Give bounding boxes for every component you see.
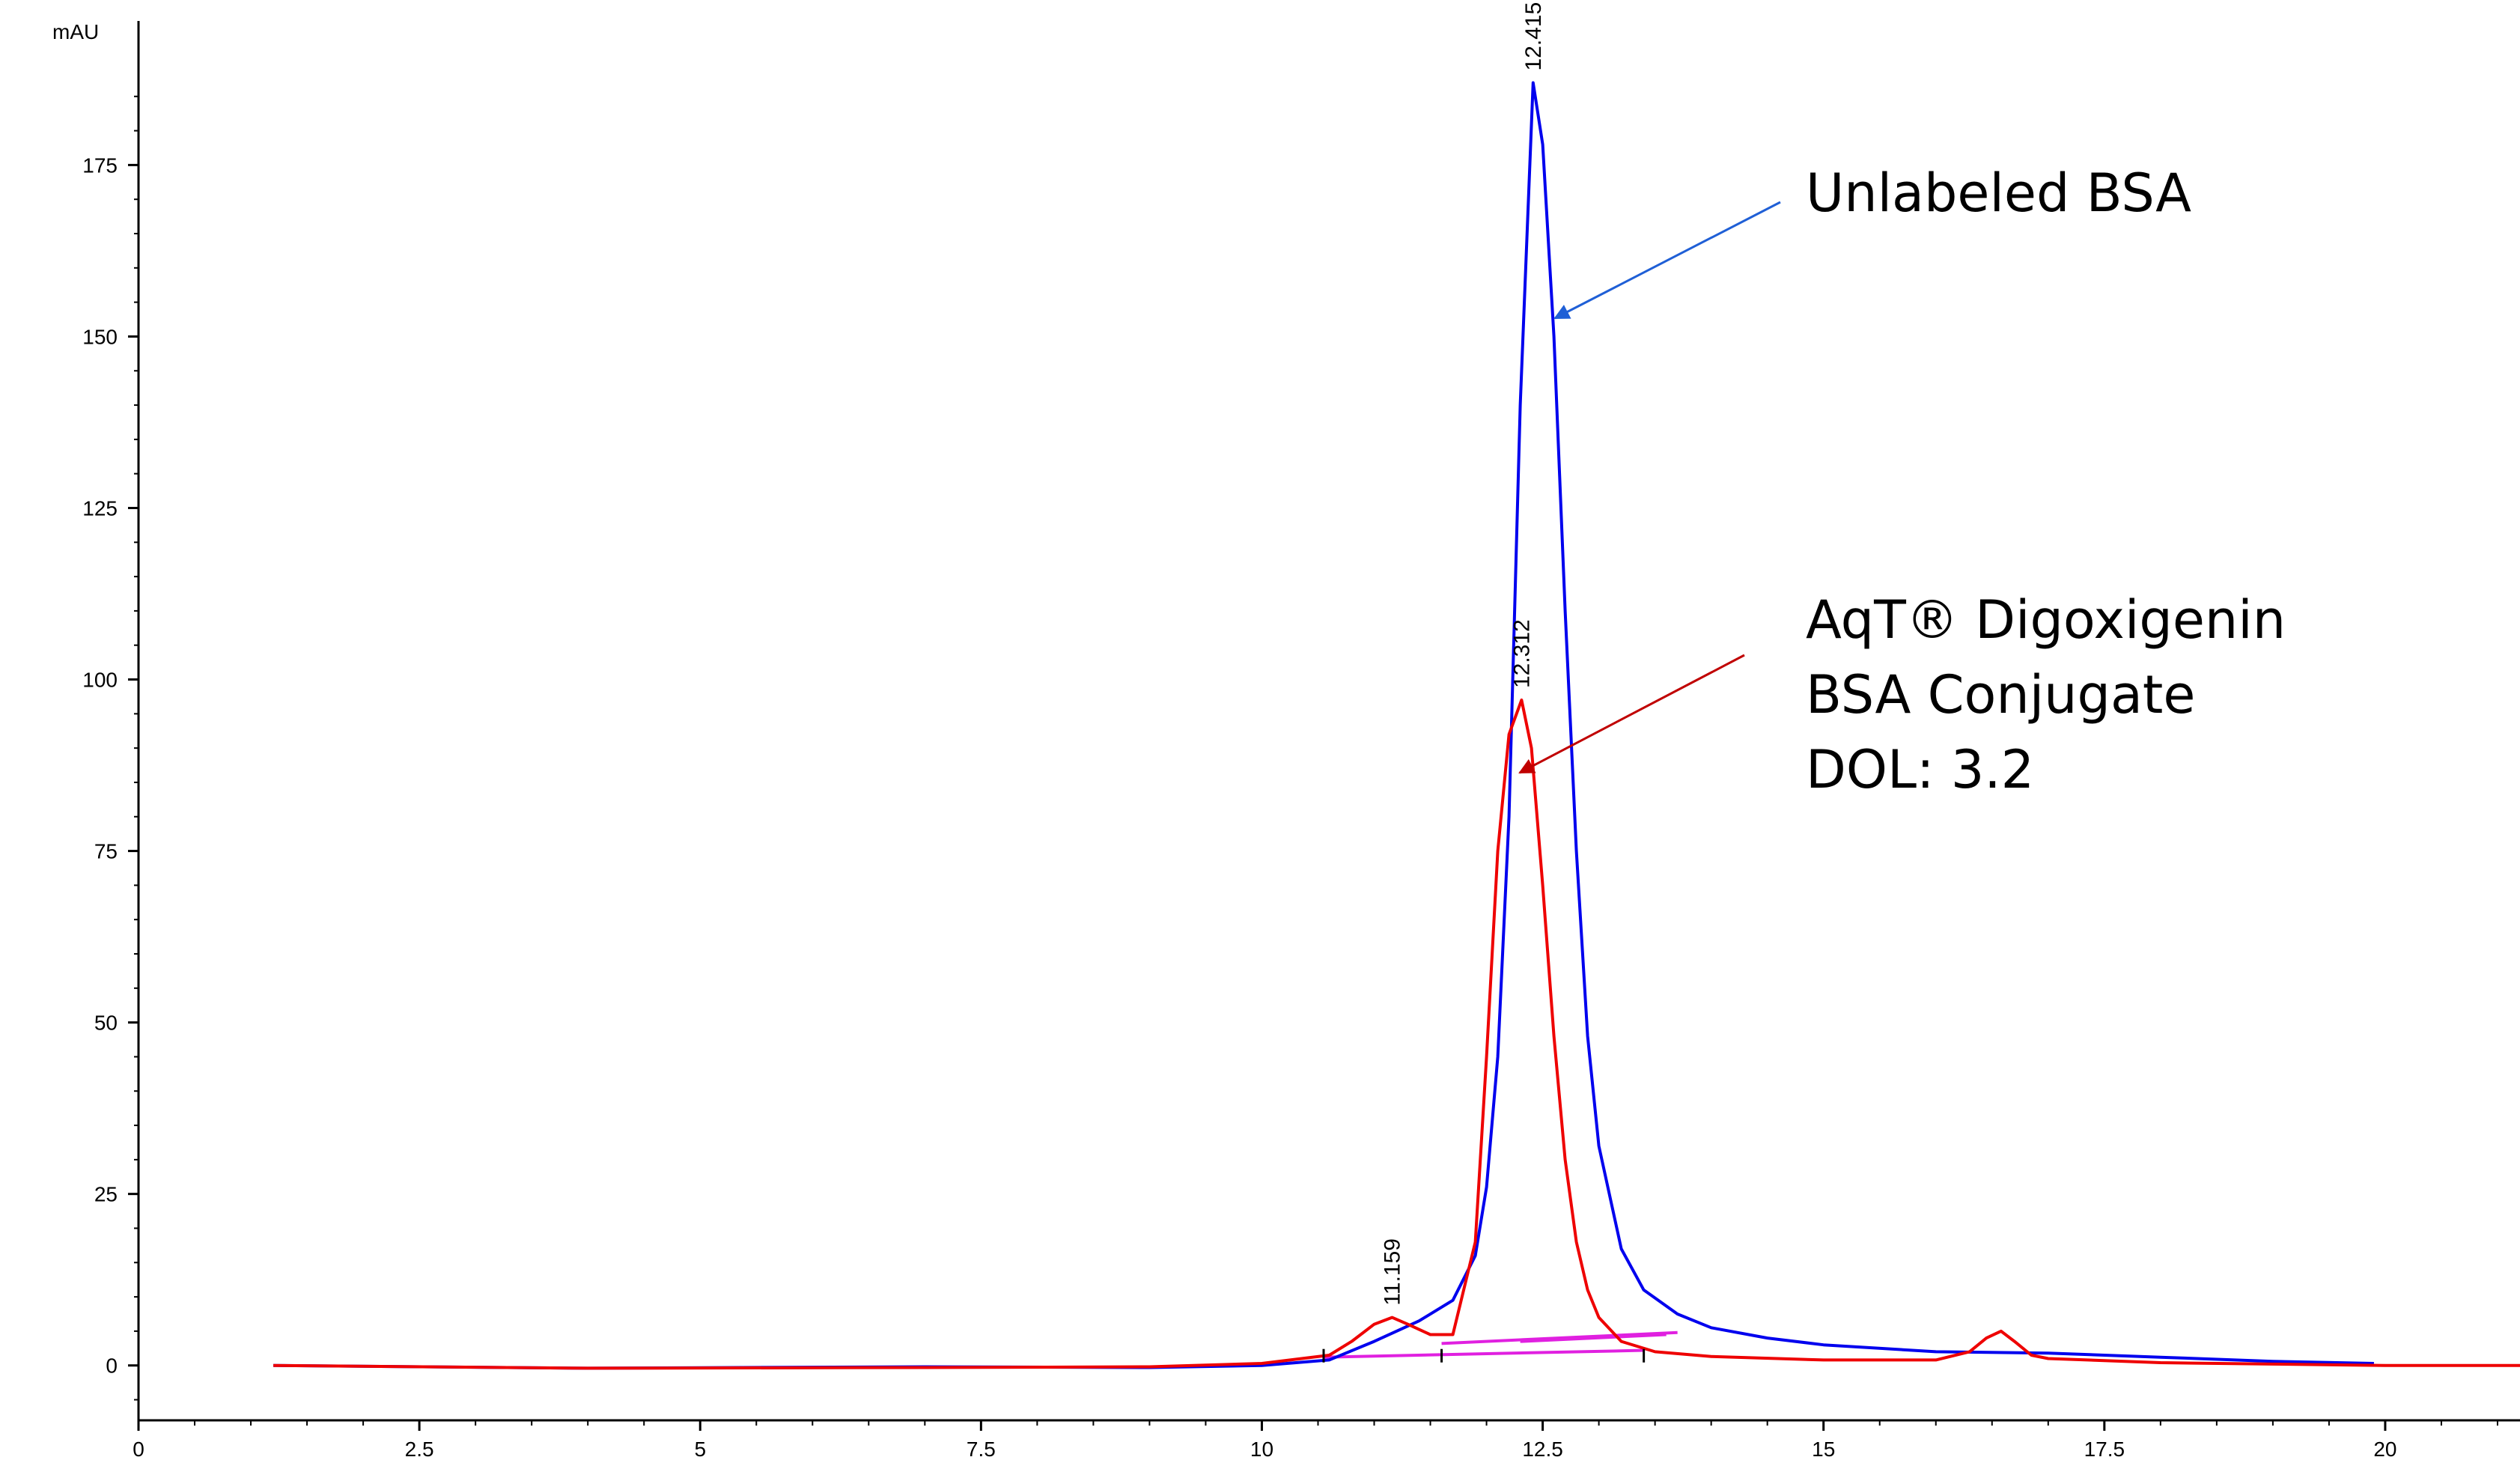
x-tick-label: 20 [2373,1438,2396,1461]
annotation-conjugate-line-1: AqT® Digoxigenin [1806,589,2286,651]
integration-baselines [1323,1330,1678,1359]
annotation-unlabeled-bsa: Unlabeled BSA [1806,162,2191,224]
y-tick-label: 125 [82,496,118,520]
y-tick-label: 50 [94,1012,118,1035]
y-tick-label: 150 [82,325,118,348]
integration-baseline [1323,1348,1644,1359]
peak-label: 11.159 [1380,1238,1404,1306]
series [273,81,2520,1370]
annotation-conjugate-line-2: BSA Conjugate [1806,664,2195,726]
unlabeled-bsa-trace [273,81,2374,1370]
peak-label: 12.312 [1509,619,1534,688]
integration-marks [1322,1348,1646,1363]
integration-baseline [1441,1330,1678,1345]
x-tick-label: 15 [1812,1438,1835,1461]
x-tick-label: 2.5 [405,1438,434,1461]
annotations: Unlabeled BSA AqT® Digoxigenin BSA Conju… [1518,162,2286,800]
peak-label: 12.415 [1521,2,1546,71]
y-tick-label: 100 [82,669,118,692]
annotation-conjugate-line-3: DOL: 3.2 [1806,739,2034,800]
y-tick-label: 0 [106,1354,118,1378]
integration-baseline [1520,1333,1667,1343]
x-tick-label: 12.5 [1522,1438,1563,1461]
y-tick-label: 25 [94,1183,118,1206]
y-axis-unit-label: mAU [52,20,99,43]
x-tick-label: 7.5 [967,1438,996,1461]
axes: mAU [52,20,2520,1422]
y-tick-label: 75 [94,840,118,863]
x-tick-label: 17.5 [2084,1438,2125,1461]
conjugate-trace [273,699,2520,1370]
y-tick-label: 175 [82,153,118,177]
x-tick-label: 10 [1250,1438,1273,1461]
x-tick-label: 5 [694,1438,706,1461]
unlabeled-arrow [1553,201,1781,320]
ticks: 0 25 50 75 100 125 150 175 0 2.5 5 7.5 10 12.5 15 17.5 2… [82,95,2498,1461]
conjugate-arrow [1518,654,1745,774]
peak-labels: 12.415 12.312 11.159 [1380,2,1545,1306]
x-tick-label: 0 [133,1438,144,1461]
